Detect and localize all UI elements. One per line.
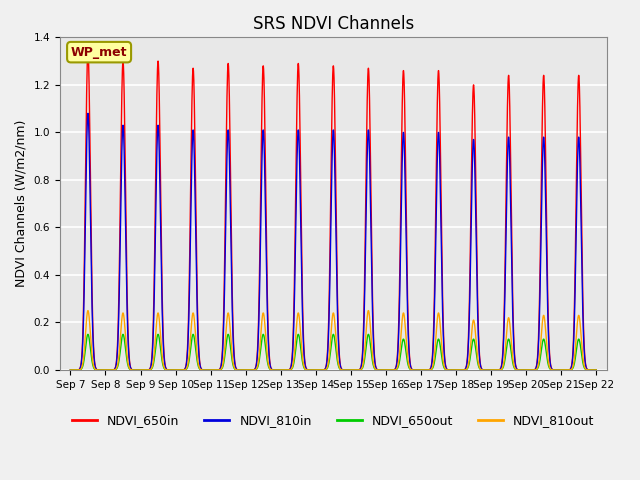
Title: SRS NDVI Channels: SRS NDVI Channels [253,15,414,33]
Legend: NDVI_650in, NDVI_810in, NDVI_650out, NDVI_810out: NDVI_650in, NDVI_810in, NDVI_650out, NDV… [67,409,600,432]
Y-axis label: NDVI Channels (W/m2/nm): NDVI Channels (W/m2/nm) [15,120,28,288]
Text: WP_met: WP_met [71,46,127,59]
